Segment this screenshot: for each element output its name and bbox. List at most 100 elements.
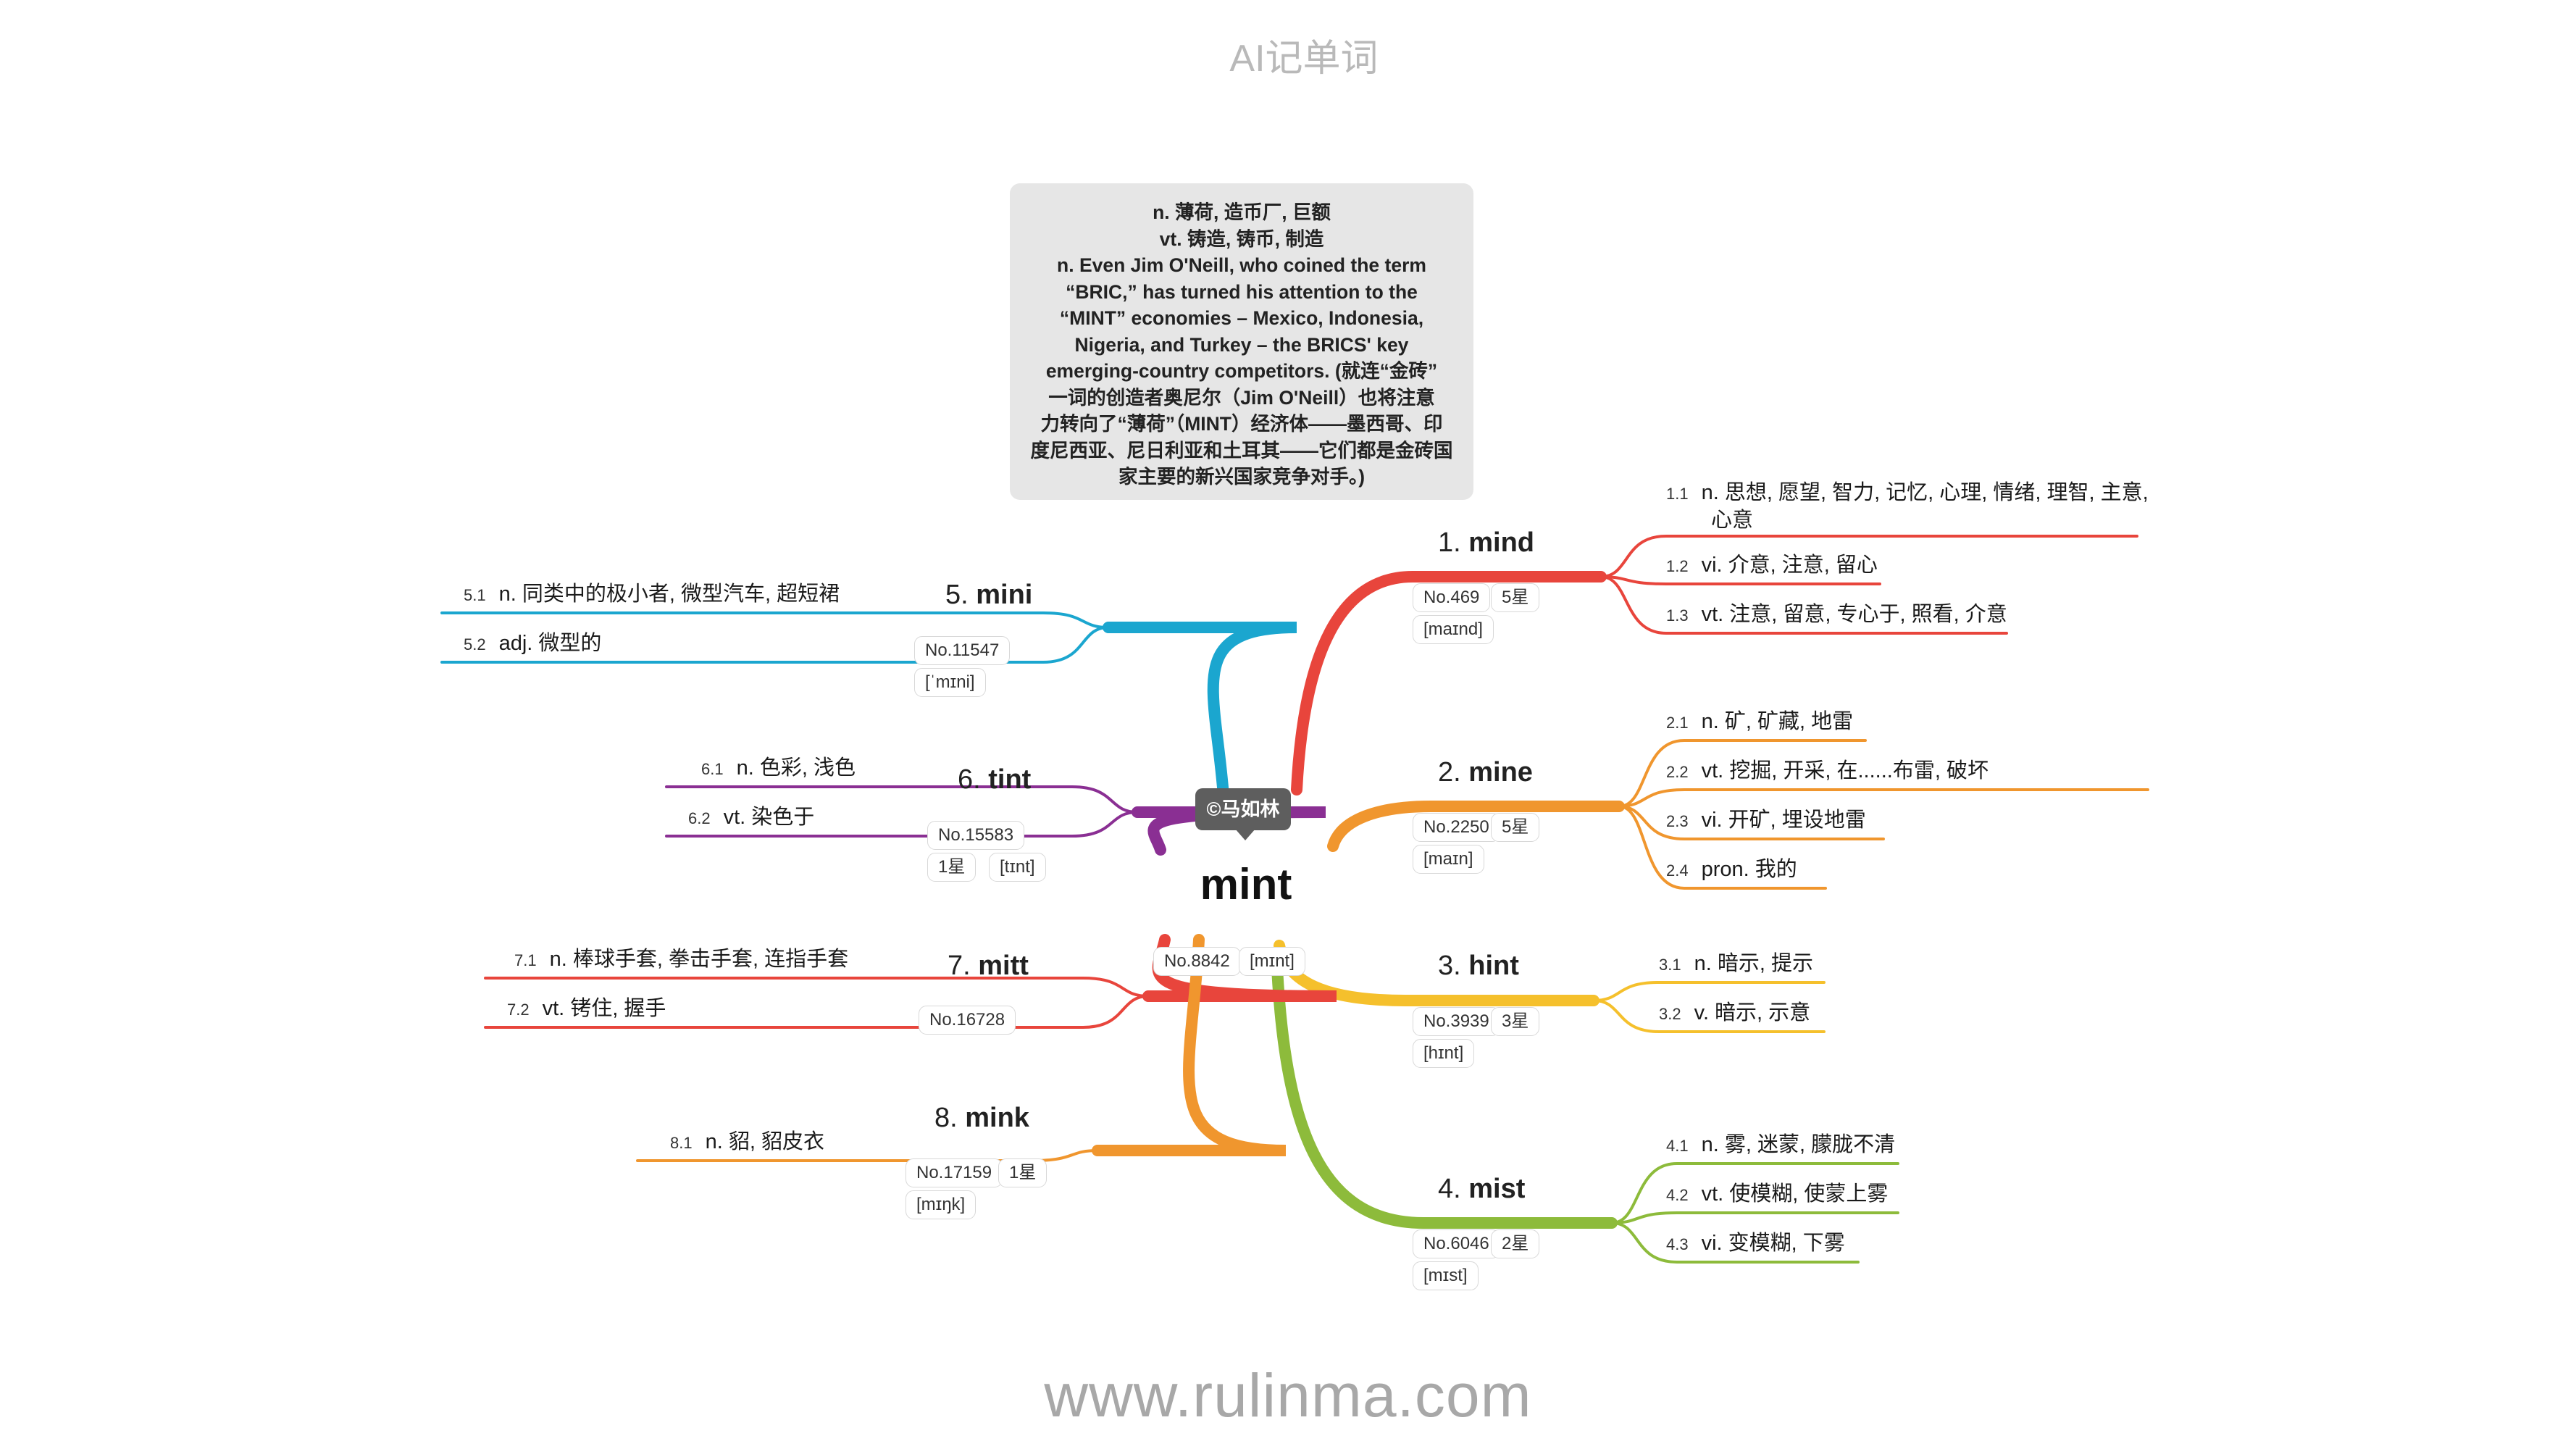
sense-item: 4.1 n. 雾, 迷蒙, 朦胧不清 (1666, 1132, 1895, 1159)
note-line: 家主要的新兴国家竞争对手。) (1118, 466, 1366, 488)
sense-text: n. 雾, 迷蒙, 朦胧不清 (1701, 1133, 1896, 1156)
branch-word: mind (1468, 527, 1535, 558)
sense-item: 2.4 pron. 我的 (1666, 856, 1797, 884)
branch-line-mist (1271, 947, 1618, 1229)
sense-item: 7.1 n. 棒球手套, 拳击手套, 连指手套 (514, 946, 848, 974)
sense-connector (440, 611, 1110, 629)
sense-number: 7.2 (507, 1001, 530, 1019)
sense-number: 2.1 (1666, 714, 1689, 732)
sense-number: 6.1 (701, 760, 724, 778)
sense-text: n. 暗示, 提示 (1694, 952, 1813, 975)
sense-text: n. 同类中的极小者, 微型汽车, 超短裙 (498, 582, 840, 606)
word-number-pill: No.11547 (914, 636, 1011, 665)
note-line: “MINT” economies – Mexico, Indonesia, (1059, 307, 1424, 329)
sense-item: 6.2 vt. 染色于 (688, 804, 814, 832)
branch-word-title: 7. mitt (948, 951, 1029, 982)
note-line: “BRIC,” has turned his attention to the (1066, 280, 1418, 303)
sense-text: 心意 (1711, 509, 1754, 532)
word-stars-pill: 3星 (1491, 1007, 1540, 1036)
sense-connector (1592, 999, 1826, 1033)
sense-item: 4.3 vi. 变模糊, 下雾 (1666, 1230, 1845, 1258)
sense-connector (1610, 1162, 1899, 1224)
note-line: n. 薄荷, 造币厂, 巨额 (1153, 201, 1331, 223)
sense-text: vi. 开矿, 埋设地雷 (1701, 809, 1866, 832)
sense-connector (1592, 981, 1826, 1002)
branch-word: mist (1468, 1174, 1526, 1204)
note-line: vt. 铸造, 铸币, 制造 (1159, 227, 1324, 250)
copyright-badge: ©马如林 (1195, 788, 1291, 830)
branch-word-title: 4. mist (1438, 1174, 1525, 1205)
sense-text: vt. 铐住, 握手 (542, 997, 666, 1020)
sense-text: vt. 挖掘, 开采, 在......布雷, 破坏 (1701, 759, 1989, 782)
sense-text: n. 色彩, 浅色 (736, 756, 856, 780)
branch-word: hint (1468, 951, 1519, 981)
word-phonetic-pill: [ˈmɪni] (914, 668, 986, 697)
note-line: emerging-country competitors. (就连“金砖” (1045, 360, 1438, 382)
branch-index: 5. (945, 580, 977, 610)
sense-connector (665, 811, 1139, 838)
sense-number: 3.2 (1659, 1005, 1681, 1023)
note-line: Nigeria, and Turkey – the BRICS' key (1074, 333, 1409, 356)
word-stars-pill: 1星 (927, 853, 977, 882)
copyright-badge-pointer (1235, 829, 1255, 840)
sense-text: n. 貂, 貂皮衣 (705, 1130, 824, 1153)
sense-text: n. 思想, 愿望, 智力, 记忆, 心理, 情绪, 理智, 主意, (1701, 481, 2149, 504)
sense-item: 3.2 v. 暗示, 示意 (1659, 1000, 1810, 1027)
branch-word: mine (1468, 757, 1533, 788)
sense-connector (484, 977, 1150, 998)
word-stars-pill: 5星 (1491, 813, 1540, 842)
sense-connector (1618, 805, 1885, 840)
sense-number: 7.1 (514, 951, 537, 969)
sense-connector (1599, 575, 2008, 635)
note-line: n. Even Jim O'Neill, who coined the term (1057, 254, 1426, 276)
sense-item: 3.1 n. 暗示, 提示 (1659, 951, 1813, 978)
sense-connector (1618, 805, 1827, 890)
word-number-pill: No.17159 (906, 1158, 1003, 1187)
sense-connector (1599, 575, 1881, 585)
sense-number: 4.2 (1666, 1186, 1689, 1204)
sense-number: 1.3 (1666, 606, 1689, 625)
sense-number: 6.2 (688, 809, 711, 827)
central-word: mint (1200, 860, 1292, 909)
central-word-phonetic: [mɪnt] (1239, 947, 1305, 976)
branch-word-title: 8. mink (934, 1103, 1029, 1134)
branch-word-title: 2. mine (1438, 757, 1533, 788)
word-number-pill: No.3939 (1413, 1007, 1500, 1036)
sense-item: 5.2 adj. 微型的 (464, 630, 601, 658)
sense-number: 4.3 (1666, 1235, 1689, 1253)
sense-connector (1618, 788, 2149, 808)
sense-text: n. 棒球手套, 拳击手套, 连指手套 (549, 948, 849, 971)
sense-connector (440, 626, 1110, 664)
branch-index: 2. (1438, 757, 1469, 788)
word-number-pill: No.16728 (919, 1006, 1016, 1035)
sense-text: n. 矿, 矿藏, 地雷 (1701, 710, 1854, 733)
branch-index: 1. (1438, 527, 1469, 558)
sense-number: 4.1 (1666, 1137, 1689, 1155)
sense-item: 1.1 n. 思想, 愿望, 智力, 记忆, 心理, 情绪, 理智, 主意, 心意 (1666, 480, 2149, 533)
sense-text: pron. 我的 (1701, 858, 1797, 881)
word-number-pill: No.2250 (1413, 813, 1500, 842)
branch-word-title: 5. mini (945, 580, 1032, 611)
sense-item: 7.2 vt. 铐住, 握手 (507, 995, 666, 1023)
sense-number: 5.2 (464, 635, 486, 653)
word-stars-pill: 2星 (1491, 1229, 1540, 1258)
word-stars-pill: 1星 (998, 1158, 1047, 1187)
sense-text: vi. 变模糊, 下雾 (1701, 1232, 1845, 1255)
sense-item: 1.3 vt. 注意, 留意, 专心于, 照看, 介意 (1666, 601, 2007, 629)
word-phonetic-pill: [mɪŋk] (906, 1190, 977, 1219)
definition-note: n. 薄荷, 造币厂, 巨额 vt. 铸造, 铸币, 制造 n. Even Jim … (1010, 183, 1473, 500)
branch-word-title: 6. tint (958, 764, 1031, 796)
sense-item: 8.1 n. 貂, 貂皮衣 (670, 1129, 824, 1156)
sense-connector (1618, 739, 1867, 808)
note-line: 度尼西亚、尼日利亚和土耳其——它们都是金砖国 (1030, 439, 1453, 462)
note-line: 力转向了“薄荷”（MINT）经济体——墨西哥、印 (1040, 413, 1443, 435)
branch-index: 8. (934, 1103, 966, 1133)
sense-number: 2.4 (1666, 861, 1689, 880)
sense-connector (1610, 1211, 1899, 1224)
word-number-pill: No.469 (1413, 583, 1491, 612)
sense-item: 2.1 n. 矿, 矿藏, 地雷 (1666, 709, 1853, 736)
branch-word: tint (988, 764, 1032, 795)
branch-line-mind (1291, 571, 1607, 796)
